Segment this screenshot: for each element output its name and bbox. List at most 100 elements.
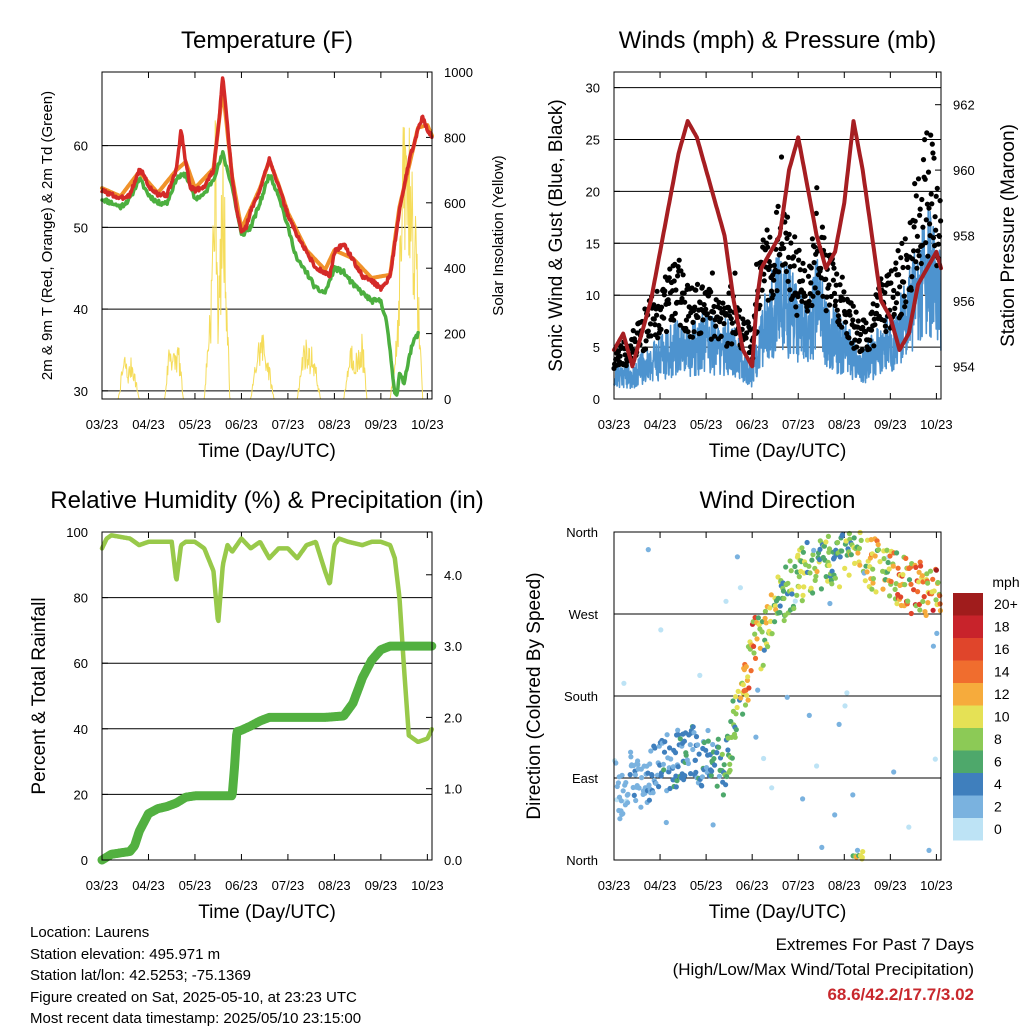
gust-point [632,338,638,345]
x-tick-label: 08/23 [318,878,351,893]
direction-point [661,767,667,773]
gust-point [892,305,898,311]
gust-point [882,323,889,329]
gust-point [745,320,751,326]
direction-point [800,549,807,555]
colorbar-swatch [953,660,983,683]
direction-point [753,734,759,740]
direction-point [745,674,751,680]
gust-point [658,326,664,332]
x-tick-label: 07/23 [782,417,815,432]
gust-point [912,218,918,224]
gust-point [778,154,785,160]
gust-point [793,304,799,310]
direction-point [701,739,707,746]
direction-point [715,736,721,742]
colorbar-label: 8 [994,731,1002,747]
direction-point [814,763,820,769]
gust-point [824,294,830,300]
direction-point [646,797,653,803]
gust-point [651,316,657,322]
gust-point [834,271,840,277]
x-tick-label: 06/23 [736,878,769,893]
direction-point [733,694,739,700]
gust-point [700,317,706,323]
gust-point [743,335,749,341]
gust-point [711,303,717,310]
direction-point [772,619,778,625]
gust-point [823,276,829,282]
direction-point [848,552,854,558]
gust-point [917,212,923,218]
direction-point [762,608,769,614]
x-axis-label: Time (Day/UTC) [198,441,336,462]
extremes-subheading: (High/Low/Max Wind/Total Precipitation) [672,960,974,979]
gust-point [853,309,859,315]
gust-point [729,341,735,347]
direction-point [829,581,835,587]
direction-point [708,772,714,779]
direction-point [742,702,749,708]
gust-point [661,315,667,321]
y-left-tick-label: 60 [74,139,88,154]
x-tick-label: 06/23 [225,417,258,432]
gust-point [672,310,678,316]
gust-point [872,322,878,328]
total-precipitation-line [97,641,437,865]
gust-point [728,316,734,322]
direction-point [800,592,806,599]
y-right-tick-label: 800 [444,130,466,145]
gust-point [763,240,770,246]
direction-point [681,738,688,744]
direction-point [918,563,924,569]
direction-point [839,532,846,538]
direction-point [924,571,930,577]
gust-point [833,282,839,288]
direction-point [631,792,637,799]
gust-point [775,203,781,209]
direction-point [891,769,897,775]
gust-point [760,237,766,243]
direction-point [870,566,876,572]
direction-point [754,636,760,642]
gust-point [678,268,684,274]
gust-point [908,287,914,293]
gust-point [648,333,654,339]
gust-point [690,319,696,325]
colorbar-label: 0 [994,821,1002,837]
direction-point [767,605,773,611]
relative-humidity-line [99,533,435,745]
gust-point [783,268,790,275]
direction-point [917,559,923,565]
gust-point [891,311,897,317]
direction-point [842,703,848,709]
direction-point [937,601,943,607]
y-right-tick-label: 954 [953,359,975,374]
y-right-label: Station Pressure (Maroon) [998,124,1019,347]
gust-point [787,287,793,293]
gust-point [671,278,677,284]
gust-point [617,353,623,359]
gust-point [909,256,916,262]
gust-point [855,318,861,324]
direction-point [864,569,870,575]
y-right-tick-label: 200 [444,327,466,342]
gust-point [896,272,902,278]
gust-point [863,320,869,326]
gust-point [733,331,739,337]
direction-point [837,554,843,560]
direction-point [806,563,812,569]
direction-point [760,662,766,668]
gust-point [666,275,672,281]
gust-point [707,315,713,321]
direction-point [884,547,890,553]
panel-title: Temperature (F) [181,27,353,54]
gust-point [901,279,907,285]
y-left-tick-label: 25 [586,132,600,147]
direction-point [900,572,906,578]
y-left-tick-label: 50 [74,220,88,235]
gust-point [841,289,847,295]
gust-point [691,329,697,335]
gust-point [671,317,677,323]
direction-point [825,533,832,540]
